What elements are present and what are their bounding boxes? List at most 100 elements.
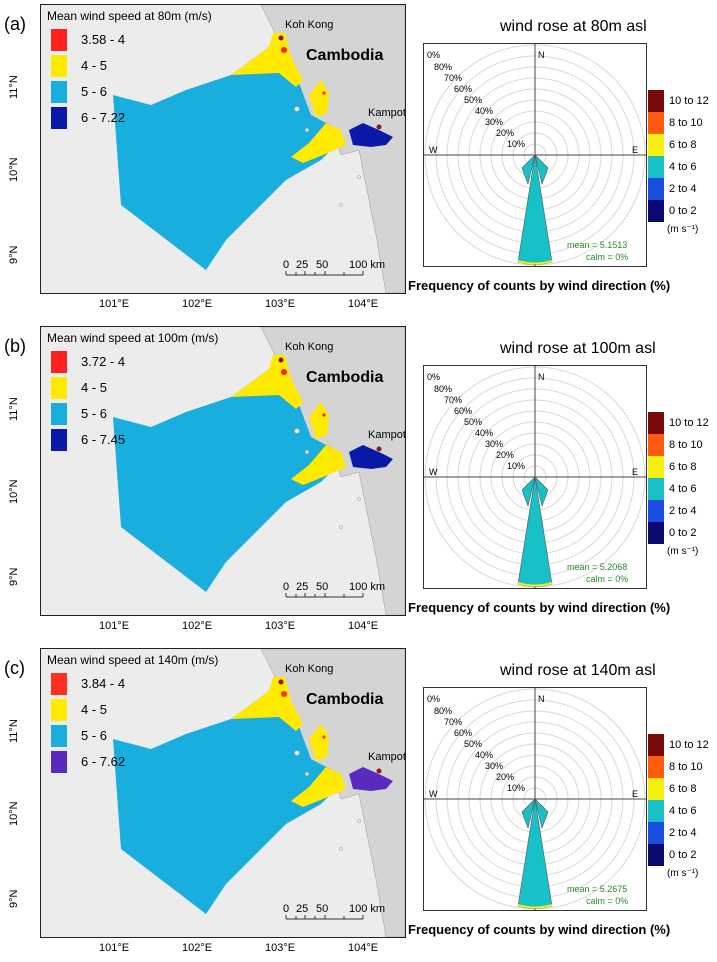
legend-label: 4 - 5 — [81, 58, 108, 73]
high-wind-zone — [349, 767, 393, 791]
figure-panel-b: (b) — [0, 322, 717, 640]
scale-bar — [285, 915, 364, 920]
frequency-label: Frequency of counts by wind direction (%… — [408, 600, 671, 615]
ring-label: 80% — [434, 62, 453, 72]
colorbar-swatch — [648, 478, 664, 500]
wind-rose-title: wind rose at 80m asl — [500, 18, 647, 35]
lon-label: 101°E — [99, 942, 130, 954]
legend-label: 3.72 - 4 — [81, 354, 126, 369]
ring-label: 0% — [427, 694, 441, 704]
rose-petal-ssw — [521, 476, 536, 508]
rose-calm: calm = 0% — [586, 574, 629, 584]
compass-east: E — [632, 467, 639, 477]
scale-label: 100 km — [349, 581, 386, 593]
ring-label: 80% — [434, 706, 453, 716]
ring-label: 30% — [485, 439, 504, 449]
yellow-zone-south — [291, 123, 346, 163]
colorbar-swatch — [648, 778, 664, 800]
town-marker-koh-kong — [278, 35, 284, 41]
colorbar-swatch — [648, 90, 664, 112]
island — [339, 525, 343, 529]
colorbar-swatch — [648, 822, 664, 844]
figure-panel-c: (c) — [0, 644, 717, 962]
legend-label: 6 - 7.45 — [81, 432, 126, 447]
wind-speed-map: Mean wind speed at 100m (m/s) 3.72 - 4 4… — [40, 326, 406, 616]
scale-label: 50 — [316, 259, 329, 271]
legend-label: 5 - 6 — [81, 84, 108, 99]
sea-zone — [113, 47, 341, 270]
legend-swatch — [51, 725, 67, 747]
compass-west: W — [429, 467, 438, 477]
colorbar-label: 10 to 12 — [669, 417, 709, 429]
island — [357, 175, 361, 179]
town-marker-kampot — [376, 446, 382, 452]
colorbar-swatch — [648, 112, 664, 134]
colorbar-swatch — [648, 756, 664, 778]
colorbar-swatch — [648, 434, 664, 456]
lon-label: 102°E — [182, 298, 213, 310]
island — [339, 847, 343, 851]
yellow-zone-south — [291, 445, 346, 485]
town-label-koh-kong: Koh Kong — [285, 19, 334, 31]
ring-label: 60% — [454, 728, 473, 738]
rose-petal-ssw — [521, 798, 536, 830]
colorbar-label: 8 to 10 — [669, 439, 703, 451]
colorbar-swatch — [648, 134, 664, 156]
colorbar-label: 0 to 2 — [669, 849, 697, 861]
colorbar-label: 4 to 6 — [669, 805, 697, 817]
sea-zone — [113, 691, 341, 914]
compass-north: N — [538, 50, 545, 60]
red-spot-east — [322, 735, 326, 739]
colorbar-unit: (m s⁻¹) — [667, 546, 699, 557]
map-graphic — [113, 649, 405, 937]
rose-mean: mean = 5.2675 — [567, 884, 628, 894]
scale-label: 50 — [316, 903, 329, 915]
wind-rose-title: wind rose at 140m asl — [500, 662, 656, 679]
colorbar-label: 0 to 2 — [669, 205, 697, 217]
yellow-zone-east — [309, 80, 329, 117]
lat-label: 11°N — [8, 719, 20, 743]
lat-label: 10°N — [8, 479, 20, 504]
yellow-zone-east — [309, 402, 329, 439]
lon-label: 102°E — [182, 620, 213, 632]
ring-label: 30% — [485, 761, 504, 771]
colorbar-label: 8 to 10 — [669, 117, 703, 129]
colorbar-swatch — [648, 200, 664, 222]
scale-label: 0 — [283, 903, 290, 915]
ring-label: 70% — [444, 395, 463, 405]
lat-label: 11°N — [8, 397, 20, 421]
town-label-koh-kong: Koh Kong — [285, 341, 334, 353]
red-spot-east — [322, 91, 326, 95]
rose-calm: calm = 0% — [586, 896, 629, 906]
sea-zone — [113, 369, 341, 592]
country-label: Cambodia — [306, 691, 384, 708]
map-legend-title: Mean wind speed at 100m (m/s) — [47, 331, 219, 345]
scale-label: 50 — [316, 581, 329, 593]
scale-label: 0 — [283, 259, 290, 271]
scale-label: 25 — [296, 259, 309, 271]
colorbar-label: 2 to 4 — [669, 183, 697, 195]
map-legend-title: Mean wind speed at 80m (m/s) — [47, 9, 212, 23]
scale-label: 100 km — [349, 903, 386, 915]
frequency-label: Frequency of counts by wind direction (%… — [408, 922, 671, 937]
legend-swatch — [51, 403, 67, 425]
ring-label: 40% — [475, 106, 494, 116]
lat-label: 10°N — [8, 157, 20, 182]
ring-label: 0% — [427, 50, 441, 60]
island — [304, 771, 310, 777]
lon-label: 102°E — [182, 942, 213, 954]
ring-label: 10% — [507, 139, 526, 149]
rose-petal-sse — [534, 154, 549, 186]
compass-north: N — [538, 372, 545, 382]
panel-letter: (c) — [4, 658, 25, 678]
legend-swatch — [51, 377, 67, 399]
ring-label: 40% — [475, 750, 494, 760]
legend-label: 3.58 - 4 — [81, 32, 126, 47]
scale-label: 0 — [283, 581, 290, 593]
rose-petal-ssw — [521, 154, 536, 186]
lat-label: 9°N — [8, 889, 20, 908]
wind-rose-graphic — [424, 688, 646, 910]
lon-label: 103°E — [265, 620, 296, 632]
panel-letter: (a) — [4, 14, 26, 34]
rose-mean: mean = 5.2068 — [567, 562, 628, 572]
